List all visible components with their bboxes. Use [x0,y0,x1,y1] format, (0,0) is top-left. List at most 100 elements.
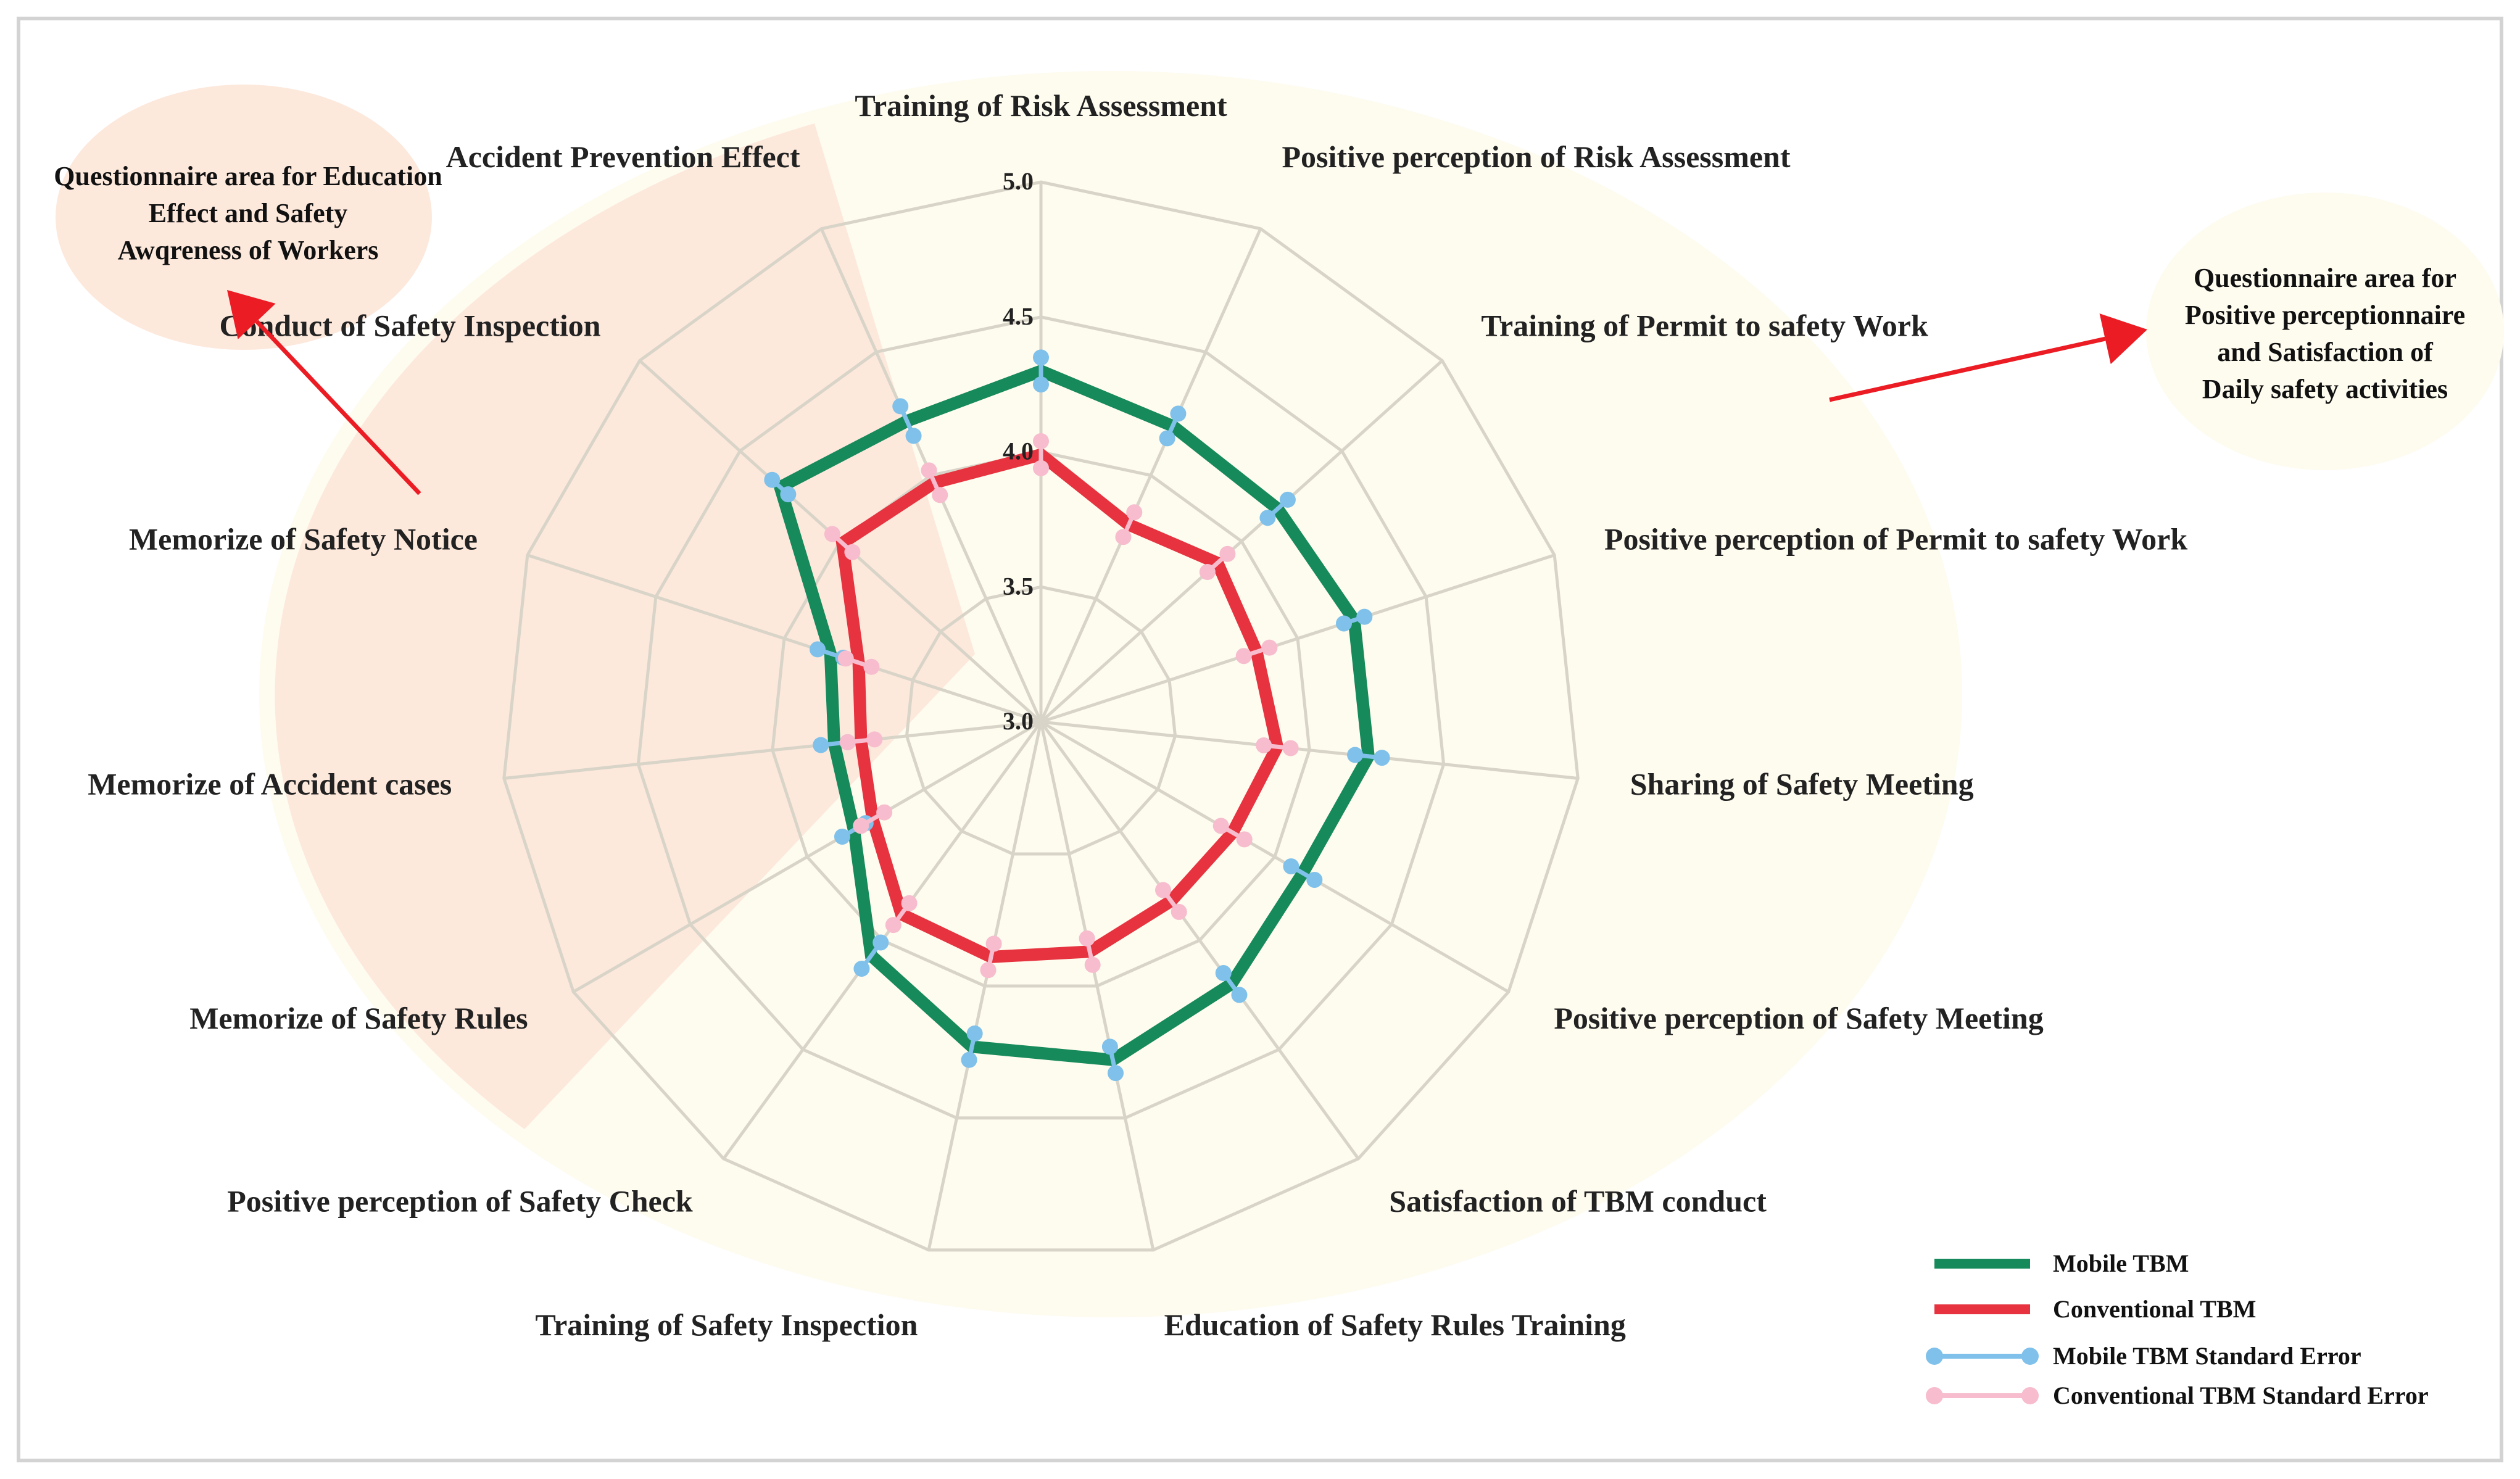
error-cap [844,544,861,560]
error-cap [1170,405,1187,422]
error-cap [1171,903,1187,920]
error-cap [892,398,909,415]
axis-label-training-of-risk-assessment: Training of Risk Assessment [855,88,1227,123]
error-cap [1219,545,1236,562]
error-cap [1155,882,1172,898]
error-cap [985,935,1002,952]
axis-label-memorize-of-safety-notice: Memorize of Safety Notice [129,521,478,556]
tick-label: 5.0 [1003,167,1034,195]
grid-spoke [504,720,1042,780]
error-cap [966,1025,983,1042]
axis-label-conduct-of-safety-inspection: Conduct of Safety Inspection [219,309,600,343]
legend-label: Mobile TBM Standard Error [2053,1342,2361,1370]
error-cap [1033,460,1049,476]
error-cap [1079,930,1095,947]
legend-swatch-cap [2021,1348,2039,1365]
error-cap [780,486,797,503]
grid-spoke [1040,720,1510,993]
axis-label-sharing-of-safety-meeting: Sharing of Safety Meeting [1630,766,1974,801]
error-cap [834,828,850,845]
axis-label-satisfaction-of-tbm-conduct: Satisfaction of TBM conduct [1389,1184,1767,1219]
axis-label-memorize-of-safety-rules: Memorize of Safety Rules [189,1001,528,1035]
error-cap [824,526,840,542]
error-cap [1126,504,1143,521]
error-cap [921,462,937,479]
axis-label-education-of-safety-rules-training: Education of Safety Rules Training [1164,1307,1626,1342]
error-cap [885,917,901,934]
error-cap [1282,740,1299,756]
legend-item-mobile-tbm-standard-error: Mobile TBM Standard Error [1926,1342,2361,1370]
grid-spoke [1039,228,1262,723]
error-cap [1347,747,1364,763]
error-cap [1033,349,1049,366]
error-cap [932,487,948,503]
error-cap [1356,608,1373,625]
error-cap [1159,430,1175,447]
error-cap [1306,871,1323,888]
tick-label: 3.5 [1003,572,1034,600]
left-pointer-arrow [227,290,421,495]
error-cap [810,641,826,658]
grid-spoke [572,720,1042,993]
error-cap [1335,615,1352,632]
grid-spoke [1040,720,1578,780]
error-cap [1212,818,1229,834]
error-cap [1259,510,1276,526]
error-cap [853,818,869,834]
error-cap [837,650,854,667]
axis-label-training-of-safety-inspection: Training of Safety Inspection [535,1307,918,1342]
tick-label: 4.5 [1003,302,1034,330]
grid-spoke [927,721,1043,1251]
grid-spoke [1040,359,1443,723]
legend-item-mobile-tbm: Mobile TBM [1934,1249,2189,1277]
legend-swatch-cap [1926,1348,1943,1365]
error-cap [961,1051,977,1068]
error-cap [1261,639,1278,656]
error-cap [863,658,880,675]
grid-spoke [1040,553,1555,724]
error-cap [764,471,781,488]
series-line-mobile-tbm [773,364,1375,1067]
error-cap [1107,1065,1124,1082]
legend-label: Conventional TBM Standard Error [2053,1382,2429,1409]
error-cap [1033,376,1049,393]
error-cap [1101,1038,1118,1055]
error-cap [905,428,922,444]
error-cap [1235,648,1252,665]
error-cap [1231,987,1248,1003]
error-cap [1033,433,1049,449]
right-pointer-arrow [1829,313,2147,402]
legend-item-conventional-tbm: Conventional TBM [1934,1295,2256,1323]
error-cap [1084,956,1101,973]
right-note-text: Questionnaire area for Positive perceptio… [2185,263,2465,404]
error-cap [1236,831,1253,848]
error-cap [1115,529,1132,545]
error-cap [839,734,856,750]
grid-spoke [1039,721,1360,1160]
axis-label-training-of-permit-to-safety-work: Training of Permit to safety Work [1481,309,1928,343]
error-cap [1283,858,1299,875]
legend-swatch-cap [2021,1387,2039,1404]
error-cap [1256,737,1272,753]
legend-item-conventional-tbm-standard-error: Conventional TBM Standard Error [1926,1382,2429,1409]
grid-ring [905,585,1177,856]
tick-label: 3.0 [1003,707,1034,735]
legend-label: Mobile TBM [2053,1249,2189,1277]
tick-label: 4.0 [1003,437,1034,465]
right-note-bubble [2146,193,2504,470]
error-cap [876,804,893,821]
error-cap [901,895,918,911]
axis-label-positive-perception-of-permit-to-safety-work: Positive perception of Permit to safety … [1604,521,2187,556]
axis-label-memorize-of-accident-cases: Memorize of Accident cases [88,766,452,801]
education-region [275,123,975,1129]
axis-label-accident-prevention-effect: Accident Prevention Effect [446,139,800,174]
series-line-conventional-tbm [835,447,1284,963]
left-note-text: Questionnaire area for Education Effect a… [54,161,442,265]
error-cap [980,962,997,979]
error-cap [813,737,829,753]
axis-label-positive-perception-of-safety-meeting: Positive perception of Safety Meeting [1554,1001,2043,1035]
error-cap [1374,750,1390,766]
error-cap [1215,965,1232,982]
error-cap [866,731,883,748]
